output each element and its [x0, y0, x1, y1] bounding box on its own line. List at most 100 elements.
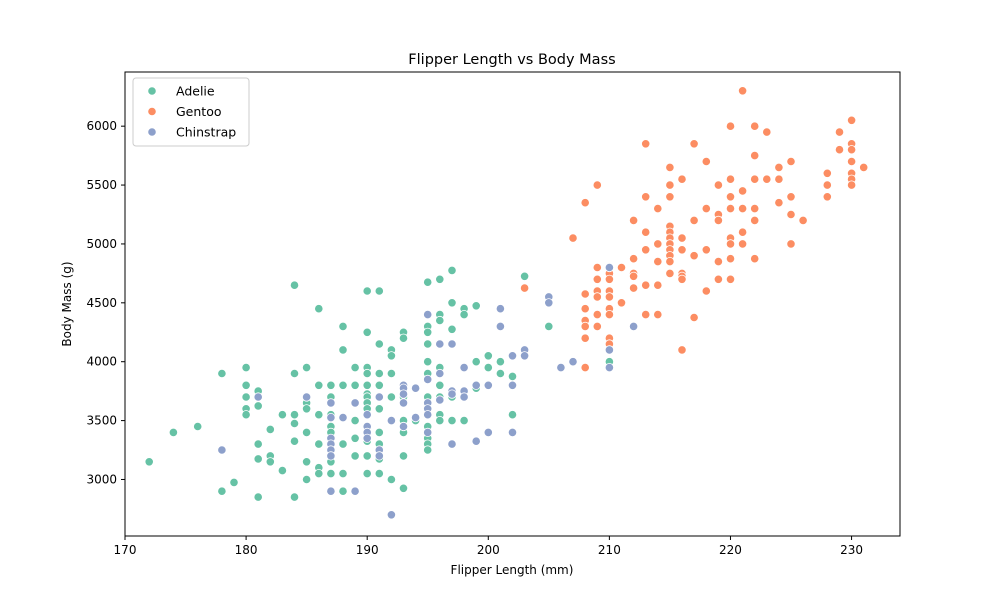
data-point — [822, 168, 832, 178]
data-point — [580, 321, 590, 331]
data-point — [786, 156, 796, 167]
data-point — [374, 451, 384, 461]
data-point — [289, 418, 300, 429]
data-point — [326, 486, 336, 496]
data-point — [277, 465, 287, 476]
data-point — [471, 301, 481, 311]
data-point — [592, 309, 602, 320]
data-point — [713, 274, 724, 284]
data-point — [507, 380, 518, 390]
data-point — [677, 233, 687, 243]
data-point — [750, 151, 760, 161]
data-point — [362, 286, 372, 296]
legend-marker — [147, 127, 157, 137]
points-layer — [144, 86, 869, 520]
data-point — [350, 415, 360, 426]
data-point — [338, 439, 348, 449]
data-point — [556, 362, 566, 373]
data-point — [362, 451, 372, 461]
data-point — [568, 233, 578, 243]
data-point — [447, 339, 457, 349]
x-tick-label: 220 — [719, 543, 742, 557]
data-point — [447, 324, 457, 334]
data-point — [483, 380, 493, 390]
data-point — [447, 265, 457, 275]
data-point — [423, 339, 433, 349]
data-point — [616, 262, 627, 273]
data-point — [713, 180, 724, 190]
data-point — [689, 312, 699, 323]
x-tick-label: 230 — [840, 543, 863, 557]
data-point — [374, 468, 384, 479]
data-point — [386, 351, 396, 361]
data-point — [750, 121, 760, 131]
data-point — [423, 357, 433, 367]
data-point — [786, 192, 796, 202]
data-point — [253, 454, 263, 464]
data-point — [628, 254, 639, 264]
data-point — [326, 380, 336, 390]
data-point — [604, 362, 615, 373]
data-point — [459, 309, 469, 320]
data-point — [701, 245, 711, 255]
data-point — [386, 415, 396, 426]
data-point — [398, 483, 409, 493]
data-point — [786, 209, 796, 220]
data-point — [580, 333, 590, 343]
data-point — [447, 389, 457, 399]
data-point — [641, 245, 651, 255]
data-point — [362, 327, 372, 337]
data-point — [471, 380, 481, 390]
data-point — [725, 121, 736, 131]
data-point — [338, 468, 348, 479]
data-point — [604, 262, 615, 273]
data-point — [750, 215, 760, 225]
data-point — [289, 368, 300, 379]
data-point — [653, 309, 663, 320]
data-point — [253, 401, 263, 411]
data-point — [665, 162, 675, 172]
data-point — [386, 474, 396, 485]
data-point — [701, 156, 711, 167]
data-point — [398, 398, 409, 408]
data-point — [301, 404, 312, 414]
data-point — [507, 427, 518, 437]
data-point — [653, 204, 663, 214]
data-point — [217, 368, 227, 379]
data-point — [241, 380, 251, 390]
data-point — [641, 227, 651, 237]
data-point — [362, 368, 372, 379]
data-point — [604, 345, 615, 355]
data-point — [653, 239, 663, 249]
x-tick-label: 170 — [114, 543, 137, 557]
data-point — [653, 256, 663, 267]
data-point — [859, 162, 869, 172]
data-point — [737, 86, 748, 96]
data-point — [217, 486, 227, 496]
data-point — [774, 174, 784, 184]
data-point — [495, 304, 505, 314]
data-point — [689, 251, 699, 261]
data-point — [580, 289, 590, 299]
data-point — [362, 380, 372, 390]
y-tick-label: 5000 — [86, 237, 117, 251]
data-point — [374, 427, 384, 437]
data-point — [423, 410, 433, 420]
data-point — [423, 309, 433, 320]
data-point — [580, 198, 590, 208]
data-point — [289, 280, 300, 290]
data-point — [846, 145, 857, 155]
data-point — [568, 357, 578, 367]
data-point — [144, 457, 154, 467]
data-point — [665, 180, 675, 190]
data-point — [677, 245, 687, 255]
data-point — [737, 204, 748, 214]
data-point — [750, 254, 760, 264]
data-point — [495, 368, 505, 379]
data-point — [301, 392, 312, 402]
data-point — [519, 283, 530, 293]
y-tick-label: 3500 — [86, 414, 117, 428]
data-point — [423, 445, 433, 455]
data-point — [483, 362, 493, 373]
